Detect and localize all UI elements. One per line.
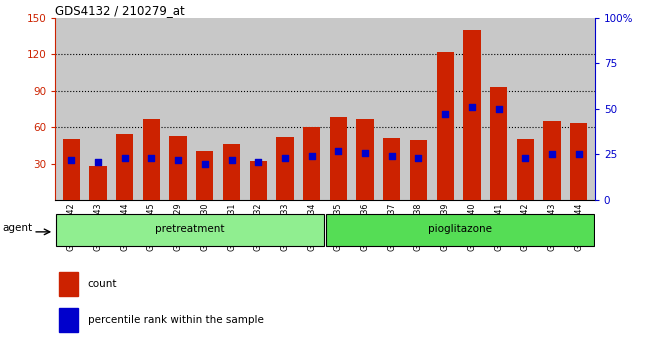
Point bbox=[93, 159, 103, 165]
Bar bbox=[330, 118, 347, 200]
Bar bbox=[143, 119, 160, 200]
Bar bbox=[490, 87, 507, 200]
Text: pretreatment: pretreatment bbox=[155, 224, 225, 234]
Bar bbox=[58, 308, 78, 332]
Text: pioglitazone: pioglitazone bbox=[428, 224, 492, 234]
Point bbox=[467, 104, 477, 110]
Point bbox=[387, 153, 397, 159]
Bar bbox=[62, 139, 80, 200]
Point bbox=[200, 161, 210, 166]
Point bbox=[333, 148, 344, 154]
Bar bbox=[463, 30, 480, 200]
Point bbox=[520, 155, 530, 161]
Bar bbox=[383, 138, 400, 200]
Bar bbox=[410, 141, 427, 200]
Point bbox=[413, 155, 424, 161]
Bar bbox=[58, 272, 78, 296]
Text: GDS4132 / 210279_at: GDS4132 / 210279_at bbox=[55, 4, 185, 17]
Bar bbox=[517, 139, 534, 200]
Text: count: count bbox=[88, 279, 117, 289]
Text: percentile rank within the sample: percentile rank within the sample bbox=[88, 315, 264, 325]
Point bbox=[360, 150, 370, 155]
Point bbox=[306, 153, 317, 159]
Bar bbox=[170, 136, 187, 200]
Point bbox=[146, 155, 157, 161]
Bar bbox=[276, 137, 294, 200]
Point bbox=[573, 152, 584, 157]
Bar bbox=[56, 214, 324, 246]
Point bbox=[547, 152, 557, 157]
Point bbox=[280, 155, 290, 161]
Bar bbox=[303, 127, 320, 200]
Point bbox=[120, 155, 130, 161]
Point bbox=[226, 157, 237, 163]
Text: agent: agent bbox=[3, 223, 33, 233]
Point bbox=[440, 112, 450, 117]
Bar bbox=[89, 166, 107, 200]
Bar bbox=[356, 119, 374, 200]
Bar bbox=[116, 135, 133, 200]
Point bbox=[493, 106, 504, 112]
Bar bbox=[196, 152, 213, 200]
Bar bbox=[543, 121, 561, 200]
Bar bbox=[223, 144, 240, 200]
Point bbox=[173, 157, 183, 163]
Bar bbox=[326, 214, 594, 246]
Bar bbox=[570, 124, 588, 200]
Point bbox=[253, 159, 263, 165]
Bar bbox=[437, 52, 454, 200]
Point bbox=[66, 157, 77, 163]
Bar bbox=[250, 161, 267, 200]
